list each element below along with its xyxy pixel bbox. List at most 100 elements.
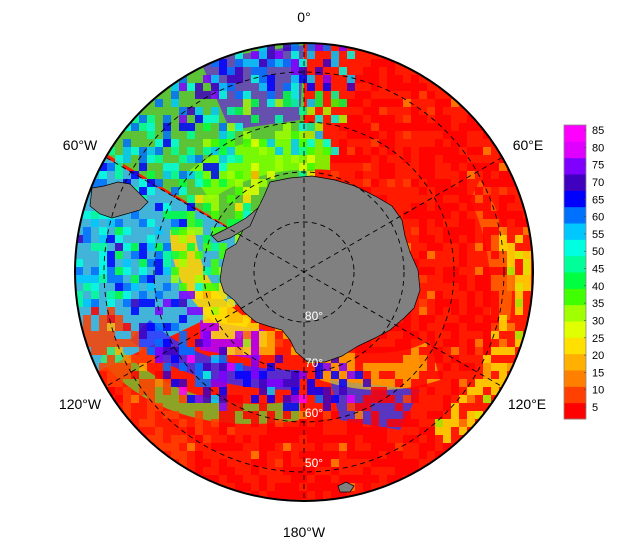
field-cell — [259, 459, 267, 467]
field-cell — [187, 291, 195, 299]
field-cell — [499, 187, 507, 195]
field-cell — [75, 299, 83, 307]
field-cell — [371, 67, 379, 75]
field-cell — [371, 99, 379, 107]
field-cell — [355, 355, 363, 363]
field-cell — [267, 363, 275, 371]
field-cell — [387, 115, 395, 123]
field-cell — [515, 251, 523, 259]
field-cell — [91, 283, 99, 291]
field-cell — [323, 59, 331, 67]
field-cell — [139, 387, 147, 395]
field-cell — [523, 275, 531, 283]
field-cell — [307, 435, 315, 443]
field-cell — [123, 395, 131, 403]
field-cell — [347, 147, 355, 155]
field-cell — [331, 467, 339, 475]
field-cell — [403, 123, 411, 131]
field-cell — [427, 371, 435, 379]
colorbar-segment — [564, 304, 586, 322]
field-cell — [443, 179, 451, 187]
field-cell — [419, 227, 427, 235]
field-cell — [339, 379, 347, 387]
field-cell — [419, 251, 427, 259]
field-cell — [251, 179, 259, 187]
field-cell — [155, 243, 163, 251]
field-cell — [155, 291, 163, 299]
field-cell — [219, 419, 227, 427]
field-cell — [419, 267, 427, 275]
field-cell — [219, 251, 227, 259]
field-cell — [259, 331, 267, 339]
field-cell — [411, 91, 419, 99]
field-cell — [483, 195, 491, 203]
field-cell — [147, 435, 155, 443]
field-cell — [163, 299, 171, 307]
field-cell — [371, 107, 379, 115]
field-cell — [267, 331, 275, 339]
field-cell — [139, 163, 147, 171]
field-cell — [315, 419, 323, 427]
field-cell — [195, 371, 203, 379]
field-cell — [227, 107, 235, 115]
field-cell — [299, 131, 307, 139]
field-cell — [275, 115, 283, 123]
field-cell — [387, 347, 395, 355]
field-cell — [163, 371, 171, 379]
field-cell — [203, 75, 211, 83]
field-cell — [331, 59, 339, 67]
field-cell — [483, 267, 491, 275]
field-cell — [123, 139, 131, 147]
field-cell — [363, 187, 371, 195]
field-cell — [259, 451, 267, 459]
field-cell — [179, 283, 187, 291]
field-cell — [315, 427, 323, 435]
field-cell — [299, 419, 307, 427]
colorbar-tick-label: 30 — [592, 315, 604, 327]
field-cell — [219, 363, 227, 371]
field-cell — [147, 323, 155, 331]
field-cell — [371, 411, 379, 419]
field-cell — [203, 139, 211, 147]
field-cell — [307, 107, 315, 115]
field-cell — [219, 179, 227, 187]
field-cell — [451, 347, 459, 355]
field-cell — [411, 331, 419, 339]
field-cell — [379, 387, 387, 395]
field-cell — [267, 43, 275, 51]
field-cell — [483, 323, 491, 331]
field-cell — [499, 195, 507, 203]
field-cell — [75, 267, 83, 275]
field-cell — [419, 235, 427, 243]
field-cell — [443, 155, 451, 163]
field-cell — [331, 411, 339, 419]
field-cell — [315, 67, 323, 75]
field-cell — [195, 219, 203, 227]
field-cell — [419, 371, 427, 379]
field-cell — [139, 123, 147, 131]
field-cell — [347, 131, 355, 139]
field-cell — [155, 99, 163, 107]
field-cell — [107, 371, 115, 379]
field-cell — [91, 219, 99, 227]
field-cell — [403, 179, 411, 187]
field-cell — [331, 115, 339, 123]
field-cell — [483, 203, 491, 211]
field-cell — [243, 187, 251, 195]
field-cell — [267, 59, 275, 67]
field-cell — [195, 155, 203, 163]
field-cell — [347, 435, 355, 443]
field-cell — [147, 379, 155, 387]
field-cell — [339, 147, 347, 155]
field-cell — [307, 75, 315, 83]
field-cell — [251, 459, 259, 467]
field-cell — [435, 451, 443, 459]
field-cell — [427, 123, 435, 131]
field-cell — [507, 275, 515, 283]
field-cell — [443, 203, 451, 211]
field-cell — [483, 363, 491, 371]
field-cell — [147, 403, 155, 411]
field-cell — [251, 411, 259, 419]
field-cell — [291, 483, 299, 491]
